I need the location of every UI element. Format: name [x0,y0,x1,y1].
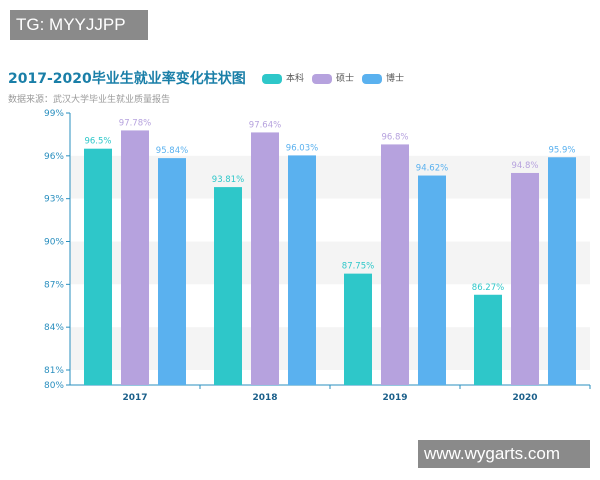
y-tick-label: 80% [44,381,64,391]
grid-band [70,113,590,156]
y-tick-label: 81% [44,366,64,376]
data-label: 94.8% [511,161,538,171]
bar [214,187,242,385]
legend-swatch-doctor [362,74,382,84]
bar [474,294,502,385]
bar [158,158,186,385]
data-label: 95.84% [156,146,188,156]
bar [121,130,149,385]
legend-label-master: 硕士 [336,74,355,84]
data-label: 93.81% [212,175,244,185]
data-label: 87.75% [342,262,374,272]
y-tick-label: 99% [44,109,64,119]
bar [548,157,576,385]
legend-label-undergrad: 本科 [286,74,305,84]
watermark-bottom: www.wygarts.com [418,440,590,468]
legend-swatch-undergrad [262,74,282,84]
grid-band [70,327,590,370]
x-tick-label: 2020 [512,393,537,403]
grid-band [70,155,590,199]
bar [288,155,316,385]
bar [511,172,539,385]
legend-swatch-master [312,74,332,84]
x-tick-label: 2019 [382,393,407,403]
y-tick-label: 84% [44,323,64,333]
bar [418,175,446,385]
y-tick-label: 93% [44,195,64,205]
data-label: 97.64% [249,120,281,130]
data-label: 94.62% [416,164,448,174]
bar [251,132,279,385]
x-tick-label: 2017 [122,393,147,403]
chart-title: 2017-2020毕业生就业率变化柱状图 [8,71,246,87]
bar [344,273,372,385]
y-tick-label: 90% [44,238,64,248]
grid-band [70,198,590,242]
bar [381,144,409,385]
data-label: 86.27% [472,283,504,293]
y-tick-label: 87% [44,280,64,290]
x-tick-label: 2018 [252,393,277,403]
data-label: 97.78% [119,118,151,128]
data-label: 96.5% [84,137,111,147]
data-label: 95.9% [548,145,575,155]
grid-band [70,284,590,328]
y-tick-label: 96% [44,152,64,162]
grid-band [70,241,590,285]
chart-subtitle: 数据来源：武汉大学毕业生就业质量报告 [8,95,171,105]
data-label: 96.8% [381,132,408,142]
watermark-top: TG: MYYJJPP [10,10,148,40]
data-label: 96.03% [286,143,318,153]
legend-label-doctor: 博士 [386,74,405,84]
bar [84,148,112,385]
